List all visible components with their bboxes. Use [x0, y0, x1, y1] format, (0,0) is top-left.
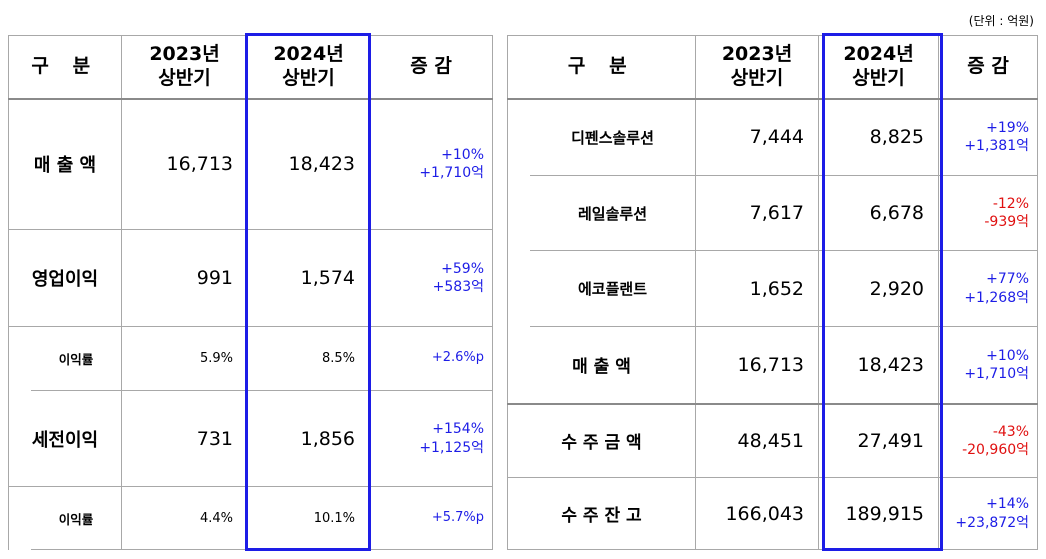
value-2024: 8,825	[818, 98, 940, 176]
change-cell: +59% +583억	[369, 229, 494, 327]
value-2024: 189,915	[818, 477, 940, 550]
left-row-revenue: 매 출 액 16,713 18,423 +10% +1,710억	[7, 98, 494, 230]
value-2023: 48,451	[695, 402, 820, 478]
value-2023: 1,652	[695, 250, 820, 327]
value-2024: 2,920	[818, 250, 940, 327]
right-row-defense: 디펜스솔루션 7,444 8,825 +19% +1,381억	[507, 98, 1039, 176]
row-label: 영업이익	[7, 229, 123, 327]
change-cell: -43% -20,960억	[938, 402, 1039, 478]
change-pct: +19%	[986, 120, 1030, 137]
change-cell: +10% +1,710억	[369, 98, 494, 230]
change-pct: +59%	[441, 260, 485, 277]
left-row-operating-margin: 이익률 5.9% 8.5% +2.6%p	[8, 326, 494, 391]
right-row-eco: 에코플랜트 1,652 2,920 +77% +1,268억	[507, 250, 1039, 327]
value-2024: 10.1%	[247, 486, 371, 550]
row-label: 매 출 액	[7, 98, 123, 230]
change-abs: +1,125억	[419, 439, 485, 456]
value-2024: 27,491	[818, 402, 940, 478]
left-header-row: 구 분 2023년 상반기 2024년 상반기 증 감	[7, 35, 494, 100]
right-header-category: 구 분	[506, 35, 697, 100]
change-pct: +2.6%p	[369, 326, 494, 391]
value-2024: 18,423	[247, 98, 371, 230]
value-2023: 4.4%	[121, 486, 249, 550]
indent-spacer	[507, 250, 530, 327]
left-header-change: 증 감	[369, 35, 494, 100]
change-cell: -12% -939억	[938, 175, 1039, 251]
value-2023: 166,043	[695, 477, 820, 550]
change-abs: +23,872억	[955, 514, 1030, 531]
left-header-2024: 2024년 상반기	[247, 35, 371, 100]
change-abs: +1,710억	[964, 365, 1030, 382]
right-header-2024: 2024년 상반기	[818, 35, 940, 100]
change-abs: +1,710억	[419, 165, 485, 182]
left-row-pretax-profit: 세전이익 731 1,856 +154% +1,125억	[7, 390, 494, 487]
right-header-2023: 2023년 상반기	[695, 35, 820, 100]
row-label: 수 주 잔 고	[506, 477, 697, 550]
change-abs: -939억	[984, 214, 1030, 230]
change-pct: +77%	[986, 271, 1030, 288]
change-pct: +10%	[986, 347, 1030, 364]
indent-spacer	[8, 326, 31, 391]
value-2024: 8.5%	[247, 326, 371, 391]
change-pct: +5.7%p	[369, 486, 494, 550]
value-2024: 18,423	[818, 326, 940, 404]
value-2023: 16,713	[121, 98, 249, 230]
value-2024: 1,856	[247, 390, 371, 487]
left-header-2023: 2023년 상반기	[121, 35, 249, 100]
unit-note: (단위 : 억원)	[968, 14, 1034, 28]
row-label: 디펜스솔루션	[528, 98, 697, 176]
row-label: 레일솔루션	[528, 175, 697, 251]
left-results-table: 구 분 2023년 상반기 2024년 상반기 증 감 매 출 액 16,713…	[7, 35, 494, 550]
change-abs: +1,268억	[964, 289, 1030, 306]
change-pct: -43%	[992, 423, 1030, 440]
left-header-category: 구 분	[7, 35, 123, 100]
value-2024: 1,574	[247, 229, 371, 327]
right-results-table: 구 분 2023년 상반기 2024년 상반기 증 감 디펜스솔루션 7,444…	[506, 35, 1039, 550]
right-row-backlog: 수 주 잔 고 166,043 189,915 +14% +23,872억	[506, 477, 1039, 550]
value-2023: 5.9%	[121, 326, 249, 391]
right-row-revenue: 매 출 액 16,713 18,423 +10% +1,710억	[506, 326, 1039, 404]
change-pct: +10%	[441, 147, 485, 164]
change-cell: +10% +1,710억	[938, 326, 1039, 404]
right-row-orders: 수 주 금 액 48,451 27,491 -43% -20,960억	[506, 402, 1039, 478]
value-2023: 16,713	[695, 326, 820, 404]
right-header-row: 구 분 2023년 상반기 2024년 상반기 증 감	[506, 35, 1039, 100]
change-cell: +77% +1,268억	[938, 250, 1039, 327]
row-label: 매 출 액	[506, 326, 697, 404]
value-2023: 991	[121, 229, 249, 327]
right-row-rail: 레일솔루션 7,617 6,678 -12% -939억	[507, 175, 1039, 251]
left-row-operating-profit: 영업이익 991 1,574 +59% +583억	[7, 229, 494, 327]
change-pct: +154%	[432, 421, 485, 438]
change-cell: +19% +1,381억	[938, 98, 1039, 176]
change-abs: -20,960억	[962, 441, 1030, 458]
change-abs: +1,381억	[964, 138, 1030, 155]
change-pct: +14%	[986, 496, 1030, 513]
change-pct: -12%	[992, 195, 1030, 212]
row-label: 세전이익	[7, 390, 123, 487]
right-header-change: 증 감	[938, 35, 1039, 100]
value-2024: 6,678	[818, 175, 940, 251]
change-cell: +154% +1,125억	[369, 390, 494, 487]
row-label: 수 주 금 액	[506, 402, 697, 478]
indent-spacer	[507, 98, 530, 176]
row-label: 이익률	[29, 326, 123, 391]
row-label: 에코플랜트	[528, 250, 697, 327]
row-label: 이익률	[29, 486, 123, 550]
change-abs: +583억	[432, 279, 485, 295]
indent-spacer	[8, 486, 31, 550]
value-2023: 731	[121, 390, 249, 487]
indent-spacer	[507, 175, 530, 251]
change-cell: +14% +23,872억	[938, 477, 1039, 550]
value-2023: 7,617	[695, 175, 820, 251]
left-row-pretax-margin: 이익률 4.4% 10.1% +5.7%p	[8, 486, 494, 550]
value-2023: 7,444	[695, 98, 820, 176]
